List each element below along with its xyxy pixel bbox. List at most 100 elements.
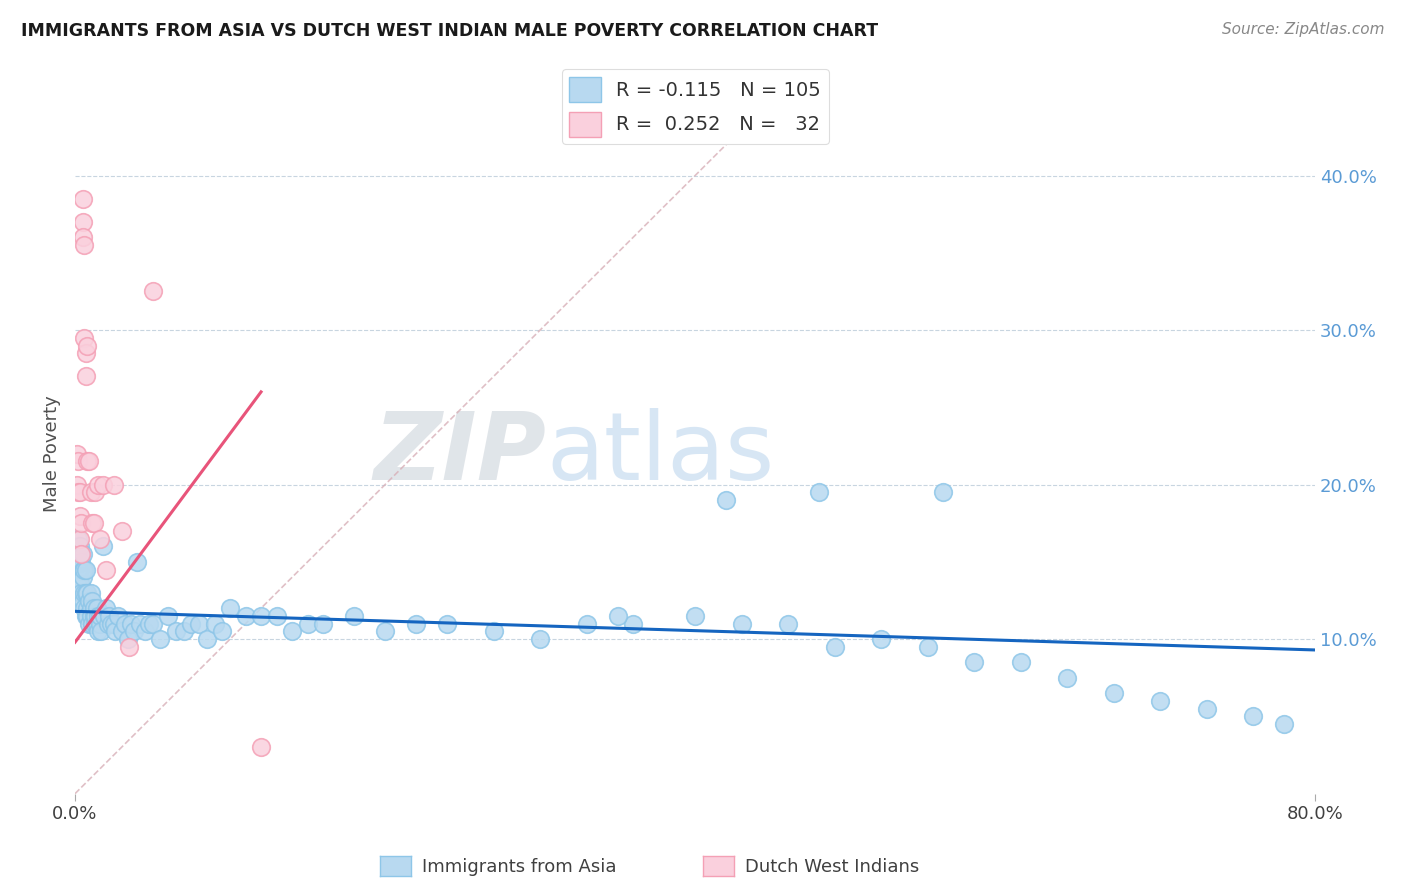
Point	[87, 624, 110, 639]
Point	[67, 454, 90, 468]
Point	[91, 540, 114, 554]
Point	[297, 616, 319, 631]
Point	[65, 547, 87, 561]
Point	[70, 547, 93, 561]
Point	[281, 624, 304, 639]
Point	[730, 616, 752, 631]
Point	[79, 485, 101, 500]
Point	[110, 624, 132, 639]
Point	[266, 609, 288, 624]
Point	[75, 369, 97, 384]
Point	[870, 632, 893, 647]
Point	[180, 616, 202, 631]
Point	[103, 477, 125, 491]
Text: ZIP: ZIP	[374, 408, 547, 500]
Point	[343, 609, 366, 624]
Point	[72, 192, 94, 206]
Point	[1195, 701, 1218, 715]
Point	[76, 338, 98, 352]
Point	[83, 609, 105, 624]
Point	[117, 632, 139, 647]
Text: Source: ZipAtlas.com: Source: ZipAtlas.com	[1222, 22, 1385, 37]
Point	[1102, 686, 1125, 700]
Point	[94, 563, 117, 577]
Point	[141, 285, 163, 299]
Y-axis label: Male Poverty: Male Poverty	[44, 395, 60, 512]
Point	[67, 563, 90, 577]
Point	[69, 508, 91, 523]
Point	[120, 616, 142, 631]
Point	[80, 516, 103, 531]
Point	[778, 616, 800, 631]
Point	[72, 547, 94, 561]
Text: Dutch West Indians: Dutch West Indians	[745, 858, 920, 876]
Point	[963, 656, 986, 670]
Point	[87, 477, 110, 491]
Point	[67, 578, 90, 592]
Point	[69, 532, 91, 546]
Text: IMMIGRANTS FROM ASIA VS DUTCH WEST INDIAN MALE POVERTY CORRELATION CHART: IMMIGRANTS FROM ASIA VS DUTCH WEST INDIA…	[21, 22, 879, 40]
Point	[73, 586, 96, 600]
Point	[149, 632, 172, 647]
Point	[91, 477, 114, 491]
Point	[436, 616, 458, 631]
Point	[219, 601, 242, 615]
Point	[67, 532, 90, 546]
Point	[77, 616, 100, 631]
Point	[125, 555, 148, 569]
Point	[77, 593, 100, 607]
Point	[90, 624, 112, 639]
Legend: R = -0.115   N = 105, R =  0.252   N =   32: R = -0.115 N = 105, R = 0.252 N = 32	[561, 69, 828, 145]
Point	[69, 570, 91, 584]
Point	[683, 609, 706, 624]
Point	[250, 609, 273, 624]
Point	[86, 616, 108, 631]
Point	[84, 609, 107, 624]
Point	[129, 616, 152, 631]
Point	[80, 616, 103, 631]
Point	[75, 586, 97, 600]
Point	[118, 640, 141, 654]
Point	[173, 624, 195, 639]
Point	[65, 447, 87, 461]
Point	[250, 740, 273, 755]
Point	[72, 570, 94, 584]
Point	[69, 563, 91, 577]
Text: atlas: atlas	[547, 408, 775, 500]
Point	[79, 586, 101, 600]
Point	[72, 563, 94, 577]
Point	[89, 532, 111, 546]
Point	[482, 624, 505, 639]
Point	[87, 609, 110, 624]
Point	[529, 632, 551, 647]
Point	[157, 609, 180, 624]
Point	[138, 616, 160, 631]
Point	[114, 616, 136, 631]
Point	[75, 609, 97, 624]
Point	[1272, 717, 1295, 731]
Point	[86, 601, 108, 615]
Point	[621, 616, 644, 631]
Point	[76, 454, 98, 468]
Point	[1010, 656, 1032, 670]
Point	[84, 616, 107, 631]
Point	[84, 485, 107, 500]
Point	[72, 593, 94, 607]
Point	[134, 624, 156, 639]
Point	[80, 593, 103, 607]
Point	[69, 547, 91, 561]
Point	[97, 616, 120, 631]
Point	[72, 215, 94, 229]
Point	[107, 609, 129, 624]
Point	[83, 516, 105, 531]
Point	[75, 563, 97, 577]
Point	[575, 616, 598, 631]
Point	[67, 555, 90, 569]
Point	[98, 609, 121, 624]
Point	[122, 624, 145, 639]
Point	[94, 601, 117, 615]
Point	[1149, 694, 1171, 708]
Point	[72, 230, 94, 244]
Point	[195, 632, 218, 647]
Point	[79, 601, 101, 615]
